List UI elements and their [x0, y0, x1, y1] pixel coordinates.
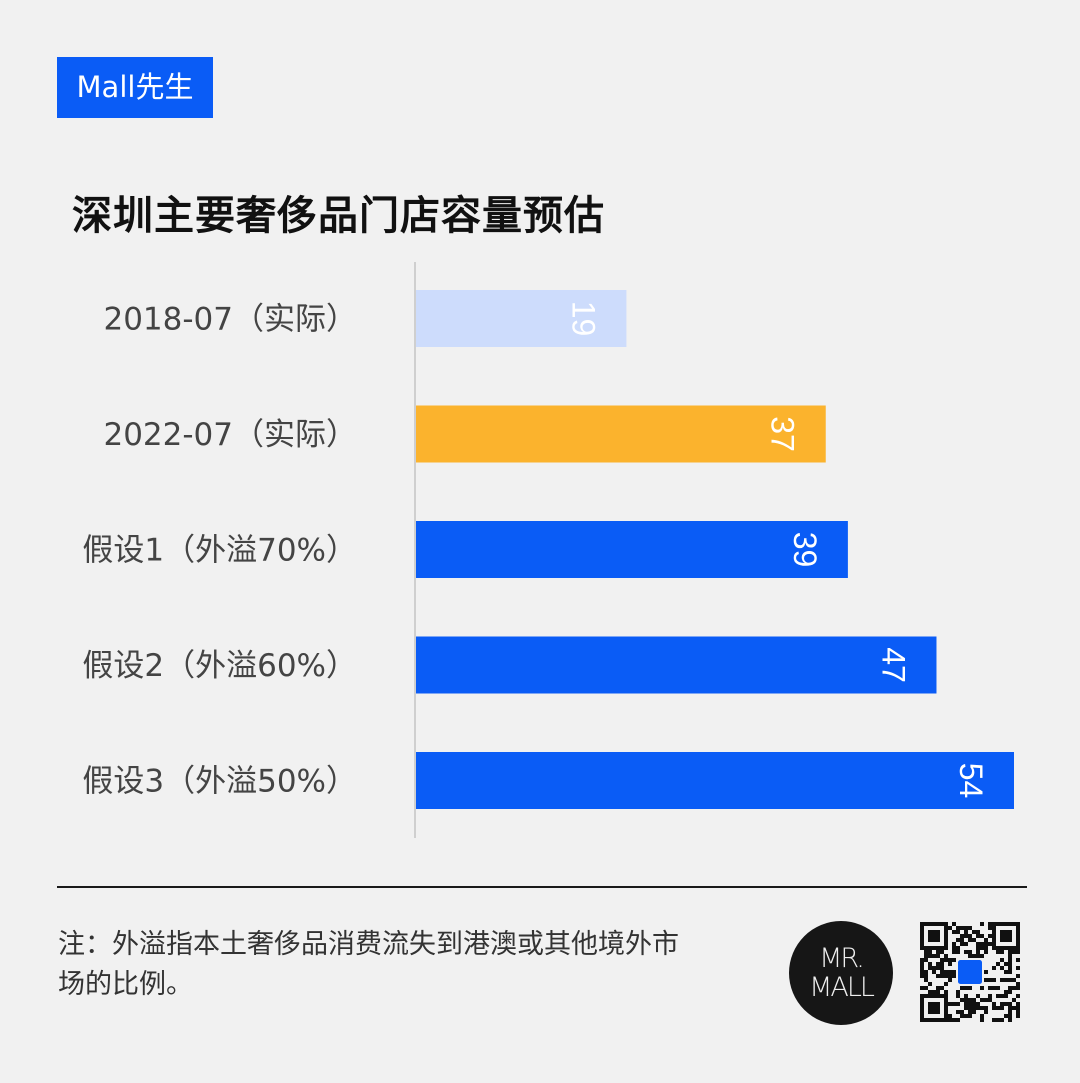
- data-label: 39: [787, 532, 823, 568]
- bar-2: [416, 521, 848, 578]
- chart-title: 深圳主要奢侈品门店容量预估: [72, 193, 605, 239]
- category-label: 假设3（外溢50%）: [82, 764, 357, 800]
- data-label: 54: [953, 763, 989, 799]
- qr-code-icon: [920, 922, 1020, 1022]
- category-label: 2022-07（实际）: [103, 417, 357, 453]
- bar-chart: 2018-07（实际） 19 2022-07（实际） 37 假设1（外溢70%） 39 假设…: [82, 262, 1014, 838]
- footnote: 注：外溢指本土奢侈品消费流失到港澳或其他境外市场的比例。: [58, 929, 679, 1000]
- footer-divider: [57, 886, 1027, 888]
- data-label: 19: [565, 301, 601, 337]
- bar-0: [416, 290, 627, 347]
- data-label: 37: [765, 416, 801, 452]
- category-label: 假设1（外溢70%）: [82, 533, 357, 569]
- data-label: 47: [875, 647, 911, 683]
- bar-1: [416, 405, 826, 463]
- category-label: 2018-07（实际）: [103, 302, 357, 338]
- bar-4: [416, 752, 1014, 809]
- category-label: 假设2（外溢60%）: [82, 648, 357, 684]
- brand-badge: Mall先生: [57, 57, 213, 118]
- bar-3: [416, 636, 937, 694]
- mr-mall-logo: MR. MALL: [789, 921, 893, 1025]
